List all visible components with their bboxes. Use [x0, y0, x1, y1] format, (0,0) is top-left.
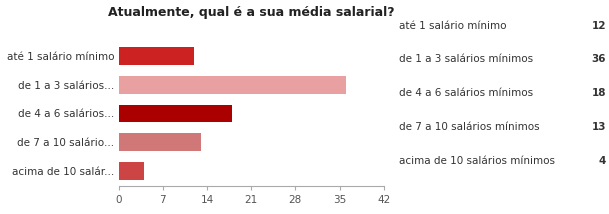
Bar: [119, 76, 346, 94]
Bar: [119, 162, 144, 180]
Text: de 7 a 10 salários mínimos: de 7 a 10 salários mínimos: [399, 122, 540, 132]
Text: 18: 18: [591, 88, 606, 98]
Text: acima de 10 salários mínimos: acima de 10 salários mínimos: [399, 156, 555, 166]
Text: de 4 a 6 salários mínimos: de 4 a 6 salários mínimos: [399, 88, 533, 98]
Text: 36: 36: [591, 55, 606, 64]
Bar: [119, 47, 194, 65]
Text: até 1 salário mínimo: até 1 salário mínimo: [399, 21, 507, 31]
Text: 12: 12: [591, 21, 606, 31]
Text: de 1 a 3 salários mínimos: de 1 a 3 salários mínimos: [399, 55, 533, 64]
Text: 13: 13: [591, 122, 606, 132]
Text: 4: 4: [599, 156, 606, 166]
Bar: [119, 105, 232, 122]
Text: Atualmente, qual é a sua média salarial?: Atualmente, qual é a sua média salarial?: [108, 6, 395, 19]
Bar: [119, 133, 201, 151]
